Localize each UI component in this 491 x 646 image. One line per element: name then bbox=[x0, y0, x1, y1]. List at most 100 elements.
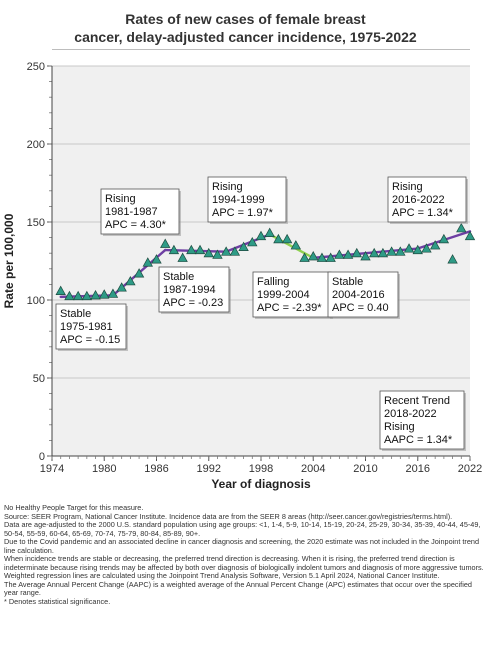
y-tick-label: 0 bbox=[39, 451, 45, 463]
data-point bbox=[99, 289, 110, 299]
data-point bbox=[255, 230, 267, 241]
annotation-frame bbox=[387, 176, 467, 223]
annotation-text: Rising bbox=[212, 181, 243, 193]
data-point bbox=[64, 290, 75, 301]
title-divider bbox=[52, 49, 470, 50]
data-point bbox=[133, 268, 145, 278]
data-point bbox=[229, 246, 241, 256]
annotation-text: APC = 1.97* bbox=[212, 207, 274, 219]
data-point bbox=[168, 244, 180, 255]
footnote-line: Due to the Covid pandemic and an associa… bbox=[4, 537, 480, 555]
data-point bbox=[116, 282, 127, 292]
data-point bbox=[177, 252, 188, 262]
data-point bbox=[151, 254, 162, 264]
annotation-frame bbox=[158, 266, 230, 313]
data-point bbox=[55, 285, 66, 295]
data-point bbox=[325, 252, 336, 262]
data-point bbox=[342, 249, 354, 259]
y-tick-label: 150 bbox=[27, 217, 45, 229]
data-point bbox=[281, 233, 293, 244]
y-axis-label: Rate per 100,000 bbox=[2, 213, 16, 308]
annotation-text: 2016-2022 bbox=[392, 194, 445, 206]
data-point bbox=[203, 247, 214, 258]
chart-title-line-2: cancer, delay-adjusted cancer incidence,… bbox=[74, 29, 417, 45]
annotation-text: Stable bbox=[60, 308, 91, 320]
x-tick-label: 2016 bbox=[406, 463, 430, 475]
footnote-line: Data are age-adjusted to the 2000 U.S. s… bbox=[4, 520, 481, 538]
annotation-text: 1975-1981 bbox=[60, 321, 113, 333]
data-point bbox=[438, 233, 450, 244]
annotation-text: 2018-2022 bbox=[384, 408, 437, 420]
data-point bbox=[456, 222, 467, 233]
x-tick-label: 1974 bbox=[40, 463, 64, 475]
x-tick-label: 2010 bbox=[353, 463, 377, 475]
annotation-text: AAPC = 1.34* bbox=[384, 434, 453, 446]
data-point bbox=[220, 246, 232, 256]
data-point bbox=[360, 250, 371, 261]
annotation-text: Stable bbox=[332, 276, 363, 288]
annotation-text: Stable bbox=[163, 271, 194, 283]
data-point bbox=[429, 240, 441, 250]
annotation-text: Rising bbox=[392, 181, 423, 193]
annotation-text: APC = -2.39* bbox=[257, 302, 322, 314]
annotation-frame bbox=[55, 303, 127, 350]
x-tick-label: 1980 bbox=[92, 463, 116, 475]
chart-title-line-1: Rates of new cases of female breast bbox=[125, 11, 366, 27]
y-tick-label: 200 bbox=[27, 139, 45, 151]
footnote-line: * Denotes statistical significance. bbox=[4, 596, 111, 606]
annotation-text: 2004-2016 bbox=[332, 289, 385, 301]
data-point bbox=[125, 275, 136, 286]
data-point bbox=[160, 238, 171, 248]
data-point bbox=[264, 227, 275, 237]
data-point bbox=[447, 254, 458, 264]
x-tick-label: 2004 bbox=[301, 463, 325, 475]
annotation-text: Falling bbox=[257, 276, 289, 288]
annotation-frame bbox=[327, 271, 399, 318]
footnote-line: Source: SEER Program, National Cancer In… bbox=[4, 511, 453, 521]
y-tick-label: 50 bbox=[33, 373, 45, 385]
data-point bbox=[90, 289, 101, 300]
x-tick-label: 1986 bbox=[144, 463, 168, 475]
data-point bbox=[308, 250, 319, 261]
data-point bbox=[369, 247, 380, 258]
data-point bbox=[194, 244, 206, 255]
annotation-frame bbox=[207, 176, 287, 223]
annotation-frame bbox=[379, 390, 465, 450]
data-point bbox=[142, 257, 153, 267]
annotation-text: 1987-1994 bbox=[163, 284, 216, 296]
data-point bbox=[334, 249, 345, 259]
data-point bbox=[395, 246, 406, 256]
data-point bbox=[247, 236, 258, 247]
annotation-text: 1999-2004 bbox=[257, 289, 310, 301]
data-point bbox=[316, 252, 328, 262]
data-point bbox=[403, 243, 415, 253]
data-point bbox=[212, 249, 223, 259]
data-point bbox=[351, 247, 362, 258]
footnotes: No Healthy People Target for this measur… bbox=[4, 503, 488, 606]
data-point bbox=[238, 241, 249, 251]
x-tick-label: 2022 bbox=[458, 463, 482, 475]
annotation-text: APC = -0.23 bbox=[163, 297, 223, 309]
chart-svg: 0 50 100 150 200 250 1974 1980 1986 1992 1998 2004 2… bbox=[2, 61, 482, 491]
x-tick-label: 1992 bbox=[197, 463, 221, 475]
footnote-line: When incidence trends are stable or decr… bbox=[4, 554, 484, 572]
data-point bbox=[290, 240, 302, 250]
x-tick-label: 1998 bbox=[249, 463, 273, 475]
data-point bbox=[72, 290, 84, 301]
annotation-frame bbox=[252, 271, 332, 318]
data-point bbox=[464, 230, 476, 241]
footnote-line: The Average Annual Percent Change (AAPC)… bbox=[4, 579, 472, 597]
annotation-text: APC = 1.34* bbox=[392, 207, 454, 219]
data-point bbox=[377, 247, 389, 258]
annotation-text: 1994-1999 bbox=[212, 194, 265, 206]
data-point bbox=[386, 246, 397, 256]
x-axis-label: Year of diagnosis bbox=[211, 477, 311, 491]
data-point bbox=[81, 290, 93, 301]
annotation-text: Recent Trend bbox=[384, 395, 450, 407]
data-point bbox=[186, 244, 197, 255]
